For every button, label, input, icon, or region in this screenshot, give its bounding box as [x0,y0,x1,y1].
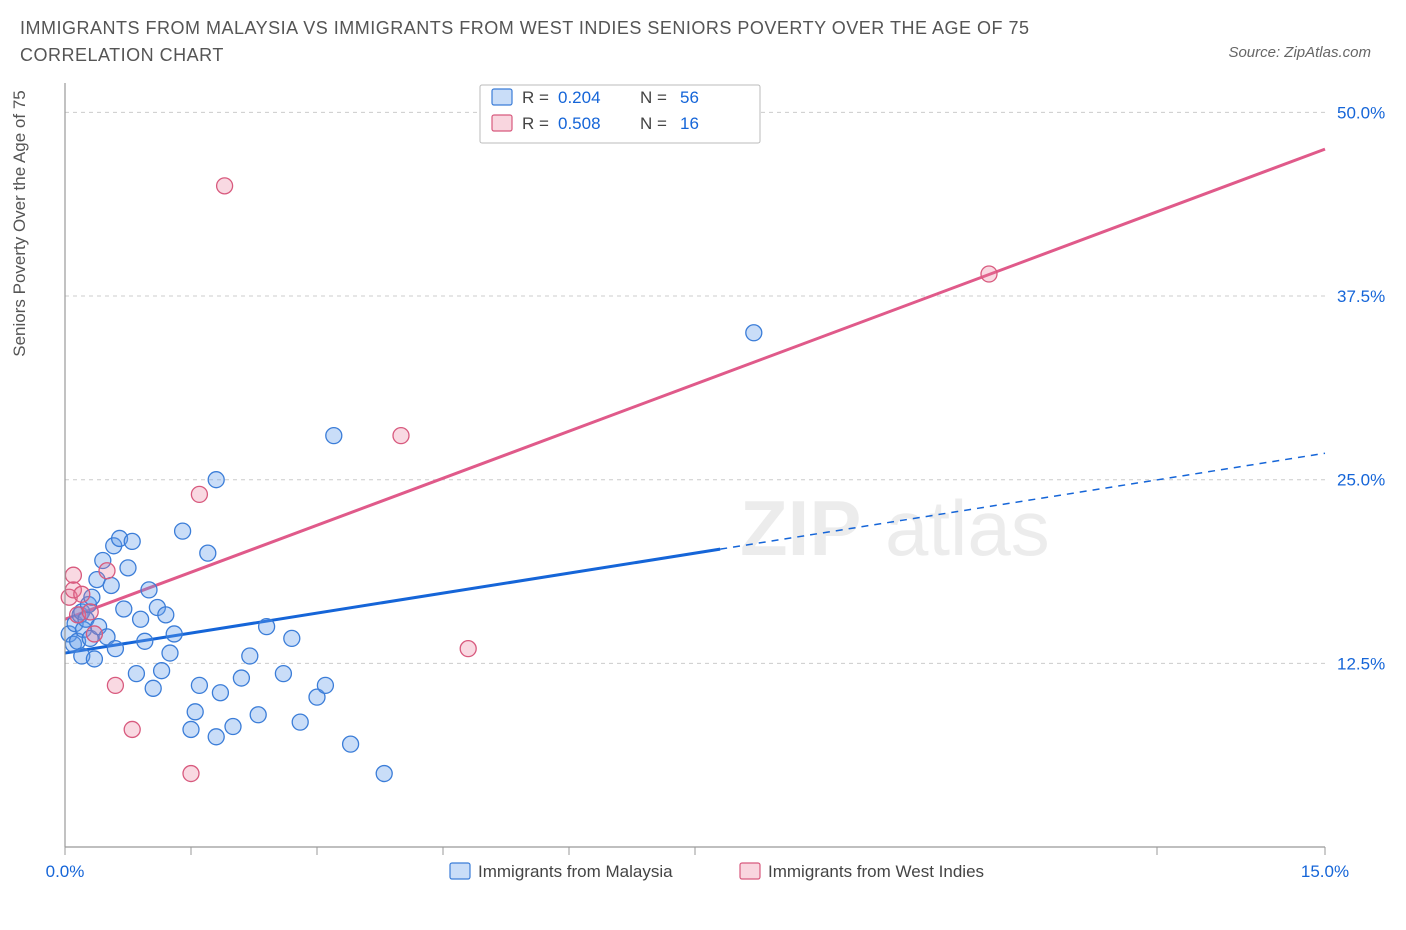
svg-text:N =: N = [640,114,667,133]
svg-text:ZIP: ZIP [740,484,861,572]
svg-text:0.508: 0.508 [558,114,601,133]
svg-text:R =: R = [522,114,549,133]
svg-text:0.204: 0.204 [558,88,601,107]
legend-label-a: Immigrants from Malaysia [478,862,673,881]
chart-title: IMMIGRANTS FROM MALAYSIA VS IMMIGRANTS F… [20,15,1120,69]
y-tick-label: 25.0% [1337,471,1385,490]
chart-source: Source: ZipAtlas.com [1228,44,1386,69]
svg-text:atlas: atlas [885,484,1050,572]
svg-text:R =: R = [522,88,549,107]
y-tick-label: 50.0% [1337,103,1385,122]
svg-text:16: 16 [680,114,699,133]
svg-text:56: 56 [680,88,699,107]
svg-text:N =: N = [640,88,667,107]
x-tick-label: 0.0% [46,862,85,881]
y-axis-label: Seniors Poverty Over the Age of 75 [10,90,30,356]
legend-label-b: Immigrants from West Indies [768,862,984,881]
correlation-chart: 12.5% 25.0% 37.5% 50.0% ZIP atlas 0.0% 15.0% R =… [20,75,1386,905]
x-tick-label: 15.0% [1301,862,1349,881]
y-tick-label: 12.5% [1337,654,1385,673]
y-tick-label: 37.5% [1337,287,1385,306]
